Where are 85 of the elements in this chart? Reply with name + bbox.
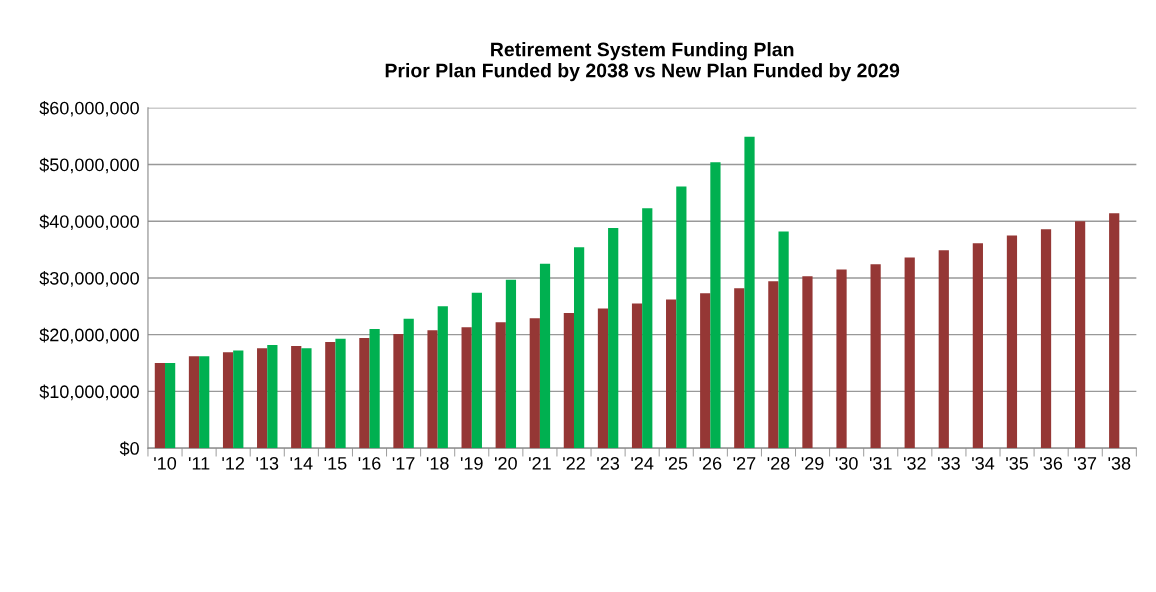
x-tick-label: '33 bbox=[938, 456, 960, 470]
bar bbox=[291, 346, 302, 449]
x-tick-label: '26 bbox=[699, 456, 722, 470]
bar bbox=[359, 338, 370, 449]
bar bbox=[403, 318, 414, 449]
x-tick-label: '20 bbox=[494, 456, 517, 470]
bar bbox=[437, 306, 448, 449]
bar bbox=[257, 348, 268, 449]
bar bbox=[744, 136, 755, 449]
bar bbox=[734, 288, 745, 449]
bar bbox=[802, 276, 813, 449]
bar bbox=[972, 243, 983, 449]
bar bbox=[700, 293, 711, 449]
x-tick-label: '11 bbox=[188, 457, 210, 470]
y-tick-label: $0 bbox=[119, 441, 139, 456]
x-tick-label: '16 bbox=[358, 456, 381, 470]
bar bbox=[768, 281, 779, 449]
bar bbox=[188, 356, 200, 449]
bar bbox=[778, 231, 789, 449]
bar bbox=[904, 257, 915, 449]
bar bbox=[325, 342, 336, 449]
x-tick-label: '38 bbox=[1108, 456, 1131, 470]
x-tick-label: '36 bbox=[1040, 456, 1063, 470]
bar bbox=[642, 208, 653, 449]
bar bbox=[870, 264, 881, 449]
x-tick-label: '35 bbox=[1006, 456, 1029, 470]
bar bbox=[505, 279, 517, 449]
x-tick-label: '18 bbox=[426, 456, 449, 470]
bar bbox=[471, 292, 482, 449]
x-tick-label: '32 bbox=[903, 456, 926, 470]
x-tick-label: '27 bbox=[733, 456, 756, 470]
bar bbox=[335, 338, 346, 449]
x-tick-label: '19 bbox=[460, 456, 483, 470]
bar bbox=[631, 303, 643, 449]
bar bbox=[608, 228, 619, 449]
x-tick-label: '28 bbox=[767, 456, 790, 470]
x-tick-label: '10 bbox=[154, 456, 177, 470]
bar bbox=[1006, 235, 1018, 449]
x-tick-label: '22 bbox=[563, 456, 585, 470]
x-tick-label: '23 bbox=[597, 456, 620, 470]
bar bbox=[154, 363, 166, 449]
bar bbox=[573, 247, 585, 449]
bar bbox=[369, 329, 380, 449]
bar bbox=[1109, 213, 1120, 449]
x-tick-label: '17 bbox=[392, 457, 415, 470]
x-tick-label: '31 bbox=[869, 456, 892, 470]
bar bbox=[233, 350, 244, 449]
x-tick-label: '12 bbox=[222, 456, 245, 470]
x-tick-label: '24 bbox=[631, 456, 654, 470]
bar bbox=[529, 318, 540, 449]
bar bbox=[836, 269, 847, 449]
bar bbox=[427, 330, 438, 449]
y-tick-label: $10,000,000 bbox=[39, 384, 139, 401]
y-tick-label: $30,000,000 bbox=[39, 271, 139, 287]
bar bbox=[1040, 229, 1052, 449]
bar bbox=[563, 313, 574, 449]
x-tick-label: '21 bbox=[529, 456, 551, 470]
x-tick-label: '34 bbox=[972, 456, 995, 470]
chart-title: Retirement System Funding Plan Prior Plan Funded by 2038 vs New Plan Funded by 2029 bbox=[385, 42, 900, 82]
bar bbox=[393, 334, 404, 449]
x-tick-label: '14 bbox=[290, 457, 313, 470]
x-tick-label: '37 bbox=[1074, 456, 1097, 470]
y-tick-label: $60,000,000 bbox=[39, 100, 139, 117]
bar bbox=[938, 250, 949, 449]
bar bbox=[597, 308, 609, 449]
bar bbox=[165, 363, 176, 449]
bar bbox=[267, 344, 278, 449]
bar bbox=[301, 348, 312, 449]
bar bbox=[676, 186, 687, 449]
bar bbox=[199, 356, 210, 449]
y-tick-label: $50,000,000 bbox=[39, 157, 139, 174]
y-tick-label: $20,000,000 bbox=[39, 327, 139, 344]
x-tick-label: '25 bbox=[665, 456, 688, 470]
x-tick-label: '29 bbox=[801, 456, 824, 470]
bar bbox=[1075, 221, 1086, 449]
bar bbox=[666, 299, 677, 449]
x-tick-label: '30 bbox=[835, 456, 858, 470]
bar bbox=[710, 162, 721, 449]
bar bbox=[222, 352, 234, 449]
bar bbox=[461, 327, 472, 449]
x-tick-label: '15 bbox=[324, 457, 347, 470]
bar bbox=[539, 263, 551, 449]
y-tick-label: $40,000,000 bbox=[39, 214, 139, 231]
x-tick-label: '13 bbox=[256, 456, 279, 470]
bar bbox=[495, 322, 506, 449]
